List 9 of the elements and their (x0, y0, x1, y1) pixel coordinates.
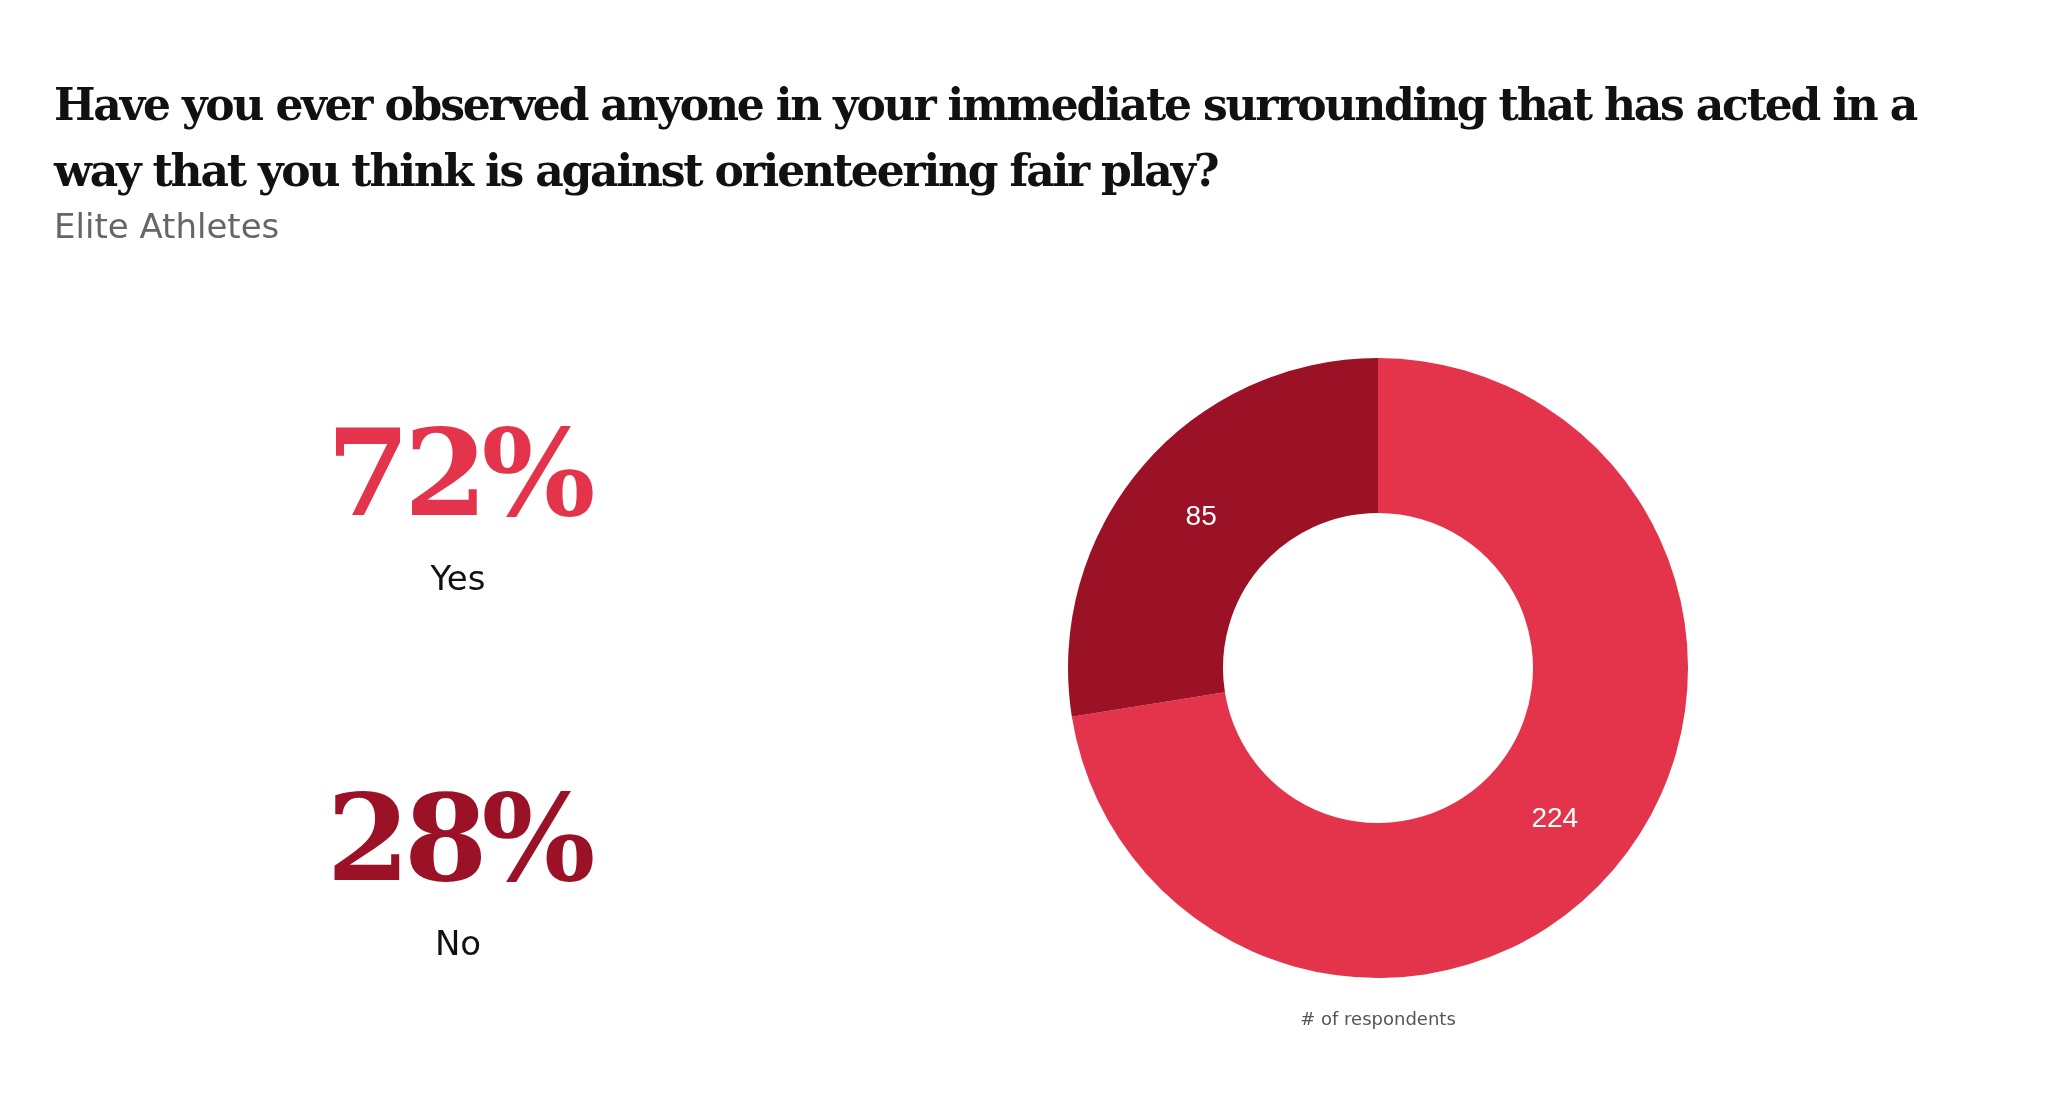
text: 72% (326, 402, 590, 543)
category-label: Yes (429, 558, 487, 598)
text: Have you ever observed anyone in your immediate surrounding that has acted in a way that you think is against orienteering fair play? (54, 78, 1918, 198)
data-label: 224 (1531, 801, 1579, 833)
category-label: No (433, 923, 483, 963)
data-label: 85 (1185, 499, 1217, 531)
text: 28% (326, 767, 590, 908)
text: Elite Athletes (54, 206, 280, 246)
text: # of respondents (1299, 1008, 1457, 1029)
